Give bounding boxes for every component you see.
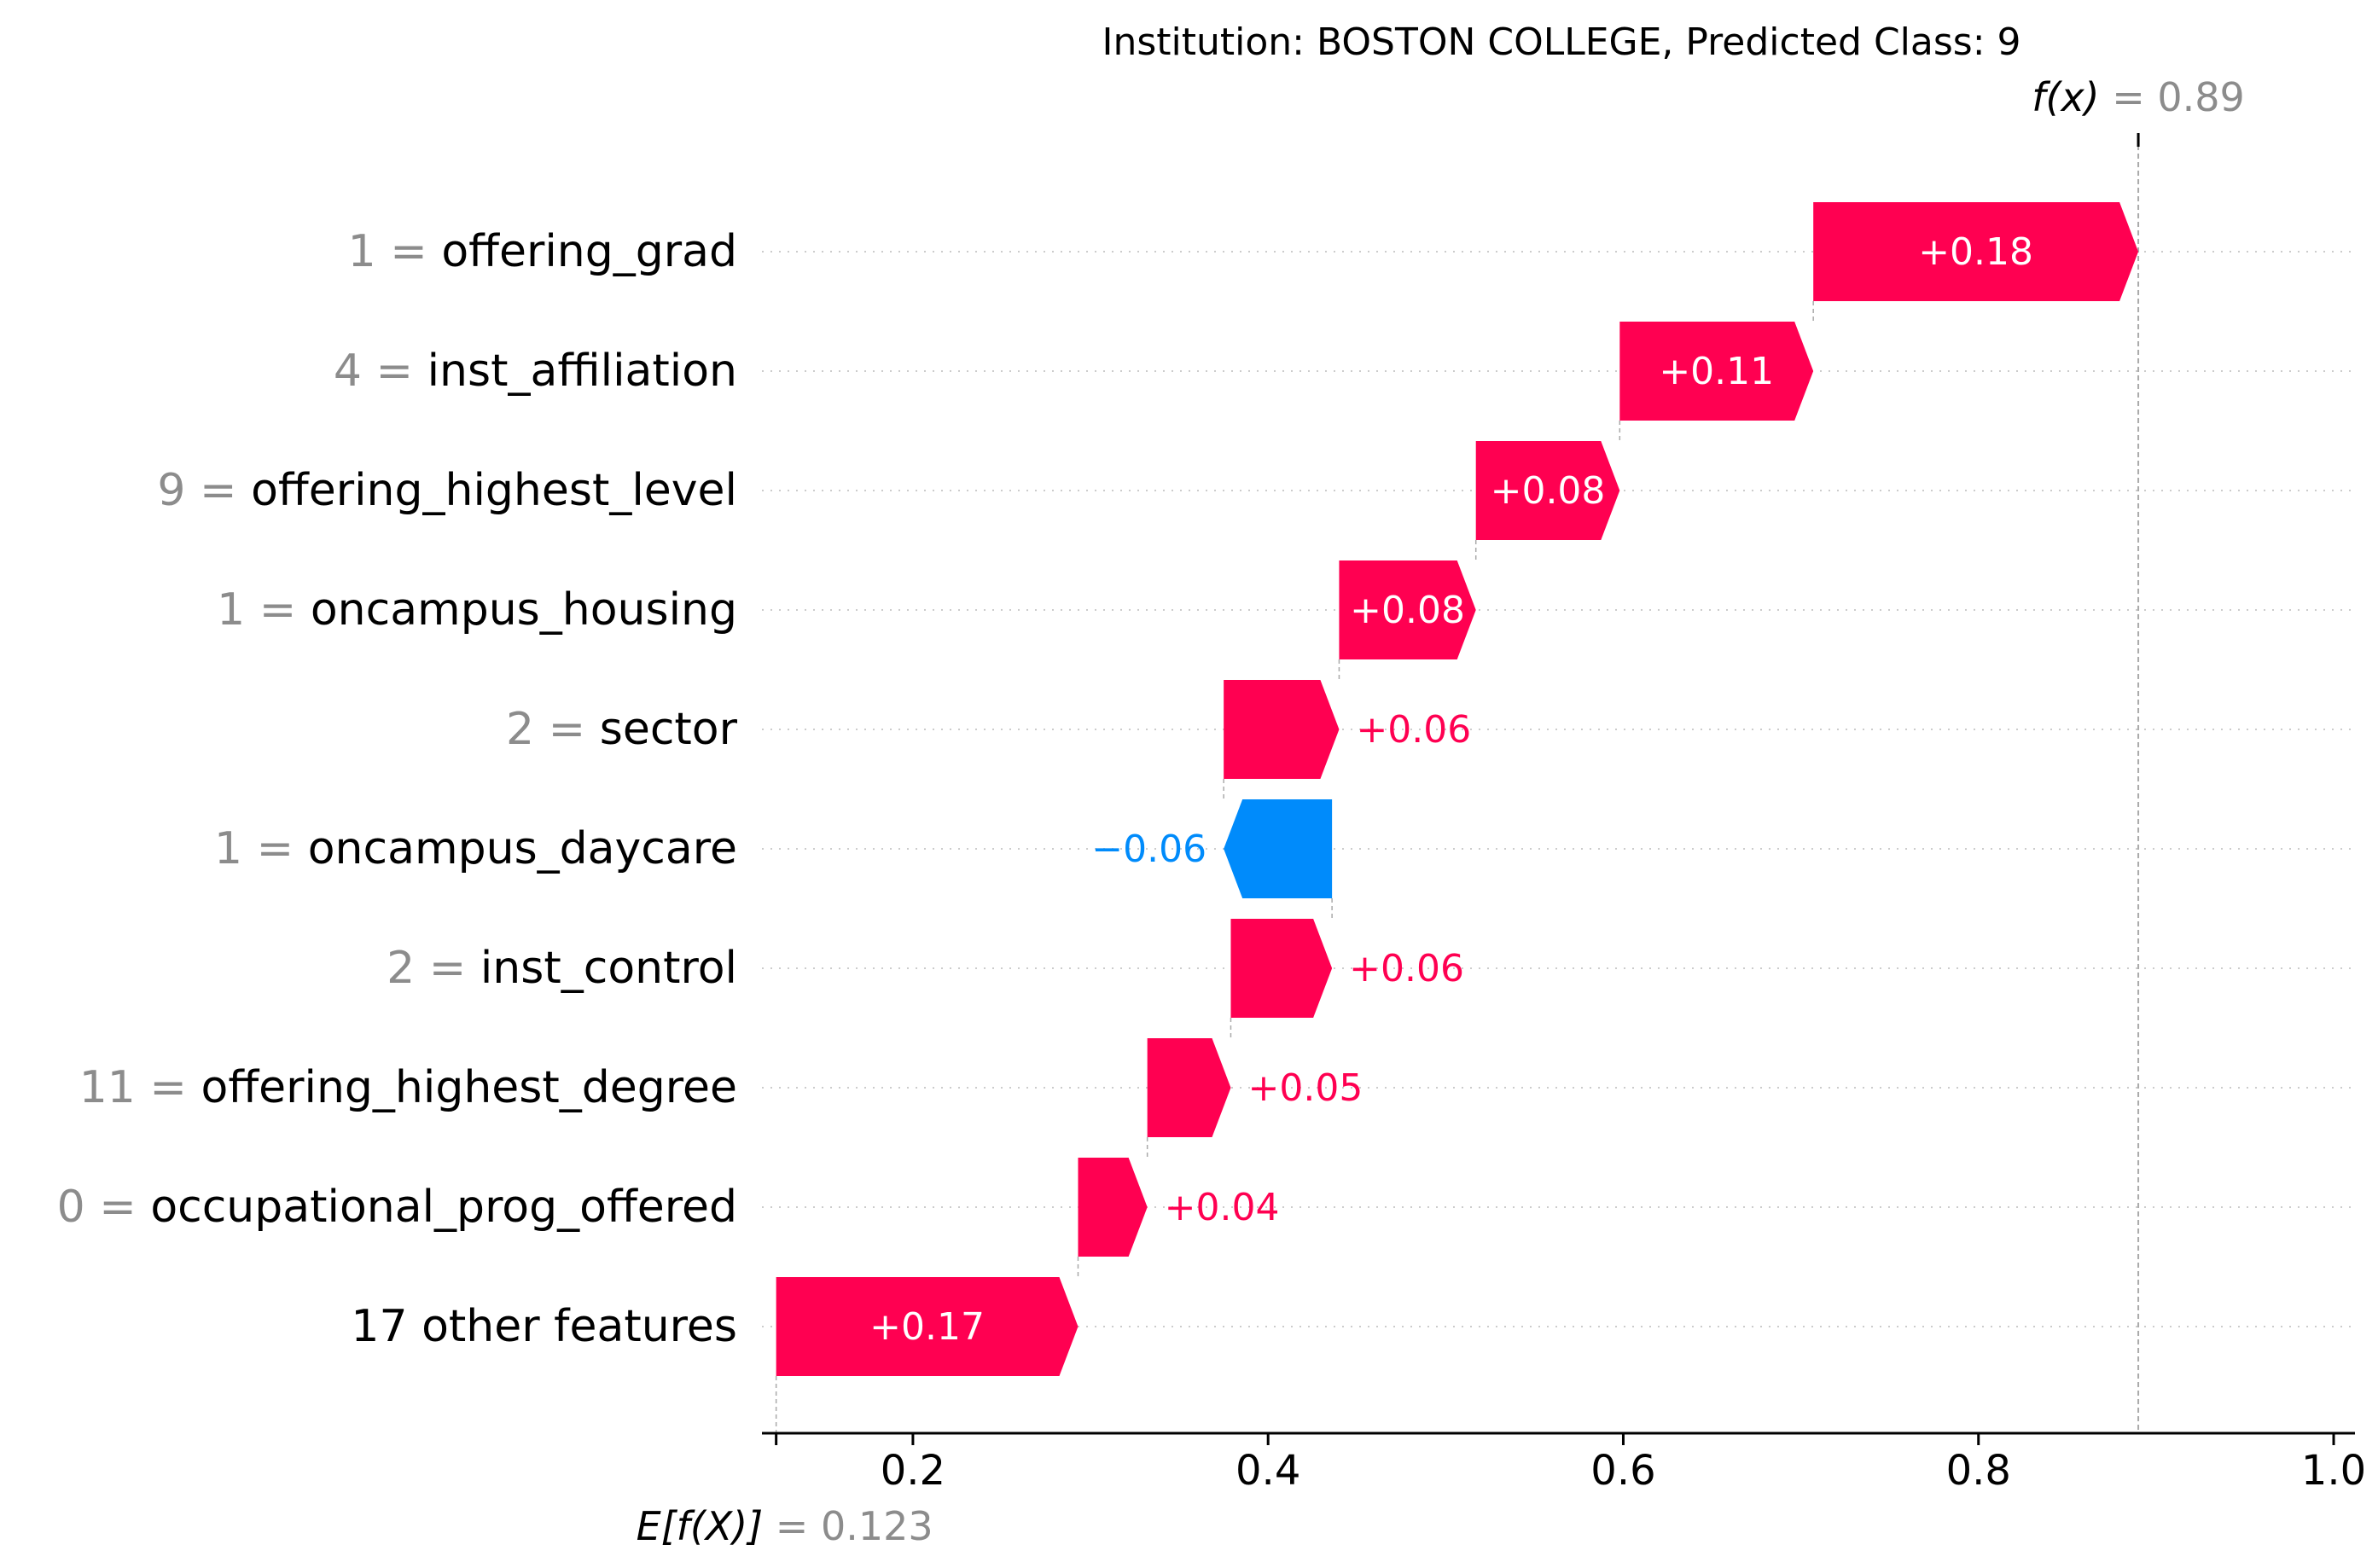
feature-label: 4 = inst_affiliation [334,346,737,397]
x-tick-label: 1.0 [2301,1447,2366,1495]
bar-value-label: +0.05 [1247,1066,1363,1110]
feature-label: 2 = sector [506,704,738,755]
contribution-bar [1475,441,1620,540]
feature-value: 1 = [214,823,308,874]
feature-value: 2 = [506,704,600,755]
feature-name: oncampus_housing [311,584,737,636]
feature-name: inst_control [480,943,737,994]
contribution-bar [1224,680,1340,779]
feature-value: 9 = [157,465,251,516]
feature-value: 11 = [79,1062,201,1113]
bar-value-label: +0.11 [1659,350,1774,393]
efx-label: E[f(X)] = 0.123 [637,1503,933,1549]
feature-label: 1 = oncampus_housing [217,584,737,636]
feature-labels: 1 = offering_grad 4 = inst_affiliation 9 =… [57,226,738,1352]
fx-symbol: f(x) [2032,74,2099,120]
fx-label: f(x) = 0.89 [2032,74,2245,120]
reference-lines [775,133,2140,1433]
contribution-bar [1813,202,2139,301]
feature-name: 17 other features [351,1301,737,1352]
fx-value: = 0.89 [2100,74,2245,120]
feature-label: 2 = inst_control [387,943,737,994]
contribution-bar [776,1277,1079,1376]
bar-value-label: −0.06 [1091,828,1206,871]
feature-name: occupational_prog_offered [150,1182,737,1233]
contribution-bar [1339,560,1476,659]
feature-label: 11 = offering_highest_degree [79,1062,737,1113]
feature-name: sector [600,704,738,755]
x-tick-label: 0.2 [881,1447,945,1495]
feature-label: 17 other features [351,1301,737,1352]
feature-name: offering_highest_degree [201,1062,738,1113]
bar-value-label: +0.17 [869,1305,985,1349]
contribution-bars: +0.18 +0.11 +0.08 +0.08 +0.06 −0.06 +0.06 +0.05… [776,202,2139,1376]
efx-value: = 0.123 [763,1503,933,1549]
contribution-bar [1147,1038,1231,1137]
x-axis: 0.2 0.4 0.6 0.8 1.0 [762,1432,2366,1495]
contribution-bar [1078,1158,1148,1257]
x-tick-label: 0.4 [1236,1447,1300,1495]
bar-value-label: +0.06 [1356,708,1471,752]
feature-value: 1 = [217,584,311,636]
feature-name: inst_affiliation [427,346,737,397]
feature-name: offering_highest_level [251,465,737,516]
feature-label: 0 = occupational_prog_offered [57,1182,737,1233]
x-tick-label: 0.6 [1590,1447,1655,1495]
feature-name: oncampus_daycare [308,823,737,874]
feature-value: 4 = [334,346,427,397]
chart-title: Institution: BOSTON COLLEGE, Predicted C… [1102,20,2020,64]
bar-value-label: +0.08 [1350,589,1465,632]
x-tick-label: 0.8 [1946,1447,2011,1495]
bar-value-label: +0.18 [1918,230,2033,274]
feature-label: 9 = offering_highest_level [157,465,737,516]
efx-symbol: E[f(X)] [637,1503,764,1549]
contribution-bar [1230,919,1333,1018]
bar-value-label: +0.06 [1349,947,1464,990]
bar-value-label: +0.04 [1165,1186,1280,1229]
feature-name: offering_grad [441,226,737,277]
fx-annotation: f(x) = 0.89 [2032,74,2245,120]
feature-label: 1 = offering_grad [348,226,737,277]
feature-value: 0 = [57,1182,151,1233]
feature-value: 2 = [387,943,480,994]
feature-label: 1 = oncampus_daycare [214,823,737,874]
expected-value-annotation: E[f(X)] = 0.123 [637,1503,933,1549]
row-gridlines [762,251,2355,1327]
contribution-bar [1619,322,1814,421]
feature-value: 1 = [348,226,442,277]
contribution-bar [1224,799,1333,898]
bar-value-label: +0.08 [1491,469,1606,513]
